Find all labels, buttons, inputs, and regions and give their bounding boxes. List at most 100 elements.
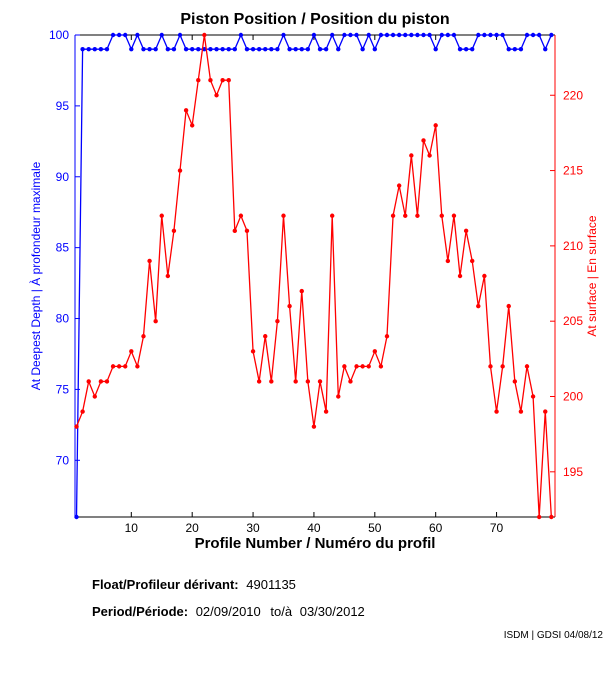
surface-data-point xyxy=(396,183,402,188)
deepest-depth-data-point xyxy=(74,514,79,520)
surface-data-point xyxy=(518,409,524,414)
deepest-depth-data-point xyxy=(104,46,110,52)
surface-data-point xyxy=(208,77,213,83)
surface-data-point xyxy=(488,364,493,369)
float-info: Float/Profileur dérivant: 4901135 xyxy=(92,577,296,592)
deepest-depth-data-point xyxy=(250,46,256,52)
surface-data-point xyxy=(183,108,189,113)
surface-data-point xyxy=(536,514,542,520)
deepest-depth-data-point xyxy=(196,46,201,52)
surface-data-point xyxy=(153,318,158,324)
surface-data-point xyxy=(135,364,140,369)
surface-data-point xyxy=(98,379,104,384)
deepest-depth-data-point xyxy=(141,46,146,52)
surface-data-point xyxy=(403,213,408,218)
y-left-tick-label: 100 xyxy=(49,28,69,42)
deepest-depth-data-point xyxy=(403,32,408,38)
surface-data-point xyxy=(92,394,97,399)
deepest-depth-data-point xyxy=(336,46,341,52)
surface-data-point xyxy=(317,379,323,384)
surface-data-point xyxy=(366,364,371,369)
deepest-depth-data-point xyxy=(421,32,426,38)
surface-data-point xyxy=(494,409,499,414)
surface-data-point xyxy=(256,379,262,384)
deepest-depth-data-point xyxy=(177,32,183,38)
deepest-depth-data-point xyxy=(256,46,262,52)
surface-data-point xyxy=(74,424,79,429)
surface-data-point xyxy=(530,394,536,399)
deepest-depth-data-point xyxy=(92,46,97,52)
surface-data-point xyxy=(232,228,237,234)
deepest-depth-data-point xyxy=(232,46,237,52)
surface-data-point xyxy=(275,318,280,324)
surface-data-point xyxy=(415,213,420,218)
surface-data-point xyxy=(171,228,177,234)
y-left-tick-label: 80 xyxy=(56,312,70,326)
surface-data-point xyxy=(311,424,317,429)
surface-data-point xyxy=(463,228,469,234)
x-tick-label: 20 xyxy=(186,521,200,535)
surface-data-point xyxy=(372,349,378,354)
deepest-depth-data-point xyxy=(202,46,207,52)
deepest-depth-data-point xyxy=(390,32,396,38)
deepest-depth-data-point xyxy=(457,46,463,52)
x-tick-label: 30 xyxy=(246,521,260,535)
period-sep: to/à xyxy=(270,604,293,619)
deepest-depth-data-point xyxy=(512,46,518,52)
surface-data-point xyxy=(86,379,91,384)
surface-data-point xyxy=(439,213,444,218)
surface-data-point xyxy=(457,273,463,279)
surface-data-point xyxy=(524,364,530,369)
deepest-depth-data-point xyxy=(183,46,189,52)
x-axis-label: Profile Number / Numéro du profil xyxy=(195,535,436,552)
surface-data-point xyxy=(226,77,231,83)
period-start: 02/09/2010 xyxy=(195,604,261,619)
deepest-depth-data-point xyxy=(530,32,536,38)
deepest-depth-data-point xyxy=(494,32,499,38)
surface-data-point xyxy=(409,153,414,158)
deepest-depth-data-point xyxy=(439,32,444,38)
deepest-depth-data-point xyxy=(244,46,250,52)
deepest-depth-data-point xyxy=(317,46,323,52)
period-label: Period/Période: xyxy=(92,604,189,619)
surface-data-point xyxy=(214,93,219,98)
deepest-depth-data-point xyxy=(159,32,164,38)
y-left-tick-label: 95 xyxy=(56,99,70,113)
surface-data-point xyxy=(116,364,122,369)
surface-data-point xyxy=(147,258,152,264)
y-left-tick-label: 70 xyxy=(56,453,70,467)
deepest-depth-data-point xyxy=(171,46,177,52)
deepest-depth-data-point xyxy=(470,46,475,52)
deepest-depth-data-point xyxy=(220,46,225,52)
deepest-depth-data-point xyxy=(378,32,384,38)
deepest-depth-data-point xyxy=(299,46,304,52)
deepest-depth-data-point xyxy=(543,46,548,52)
deepest-depth-data-point xyxy=(409,32,414,38)
y-right-tick-label: 220 xyxy=(563,88,583,102)
credit: ISDM | GDSI 04/08/12 xyxy=(503,630,603,641)
deepest-depth-data-point xyxy=(263,46,268,52)
surface-data-point xyxy=(378,364,384,369)
deepest-depth-data-point xyxy=(116,32,122,38)
surface-data-point xyxy=(104,379,110,384)
surface-data-point xyxy=(159,213,164,218)
surface-data-point xyxy=(470,258,475,264)
deepest-depth-data-point xyxy=(506,46,511,52)
deepest-depth-data-point xyxy=(366,32,371,38)
deepest-depth-data-point xyxy=(463,46,469,52)
deepest-depth-data-point xyxy=(323,46,329,52)
surface-data-point xyxy=(451,213,457,218)
surface-data-point xyxy=(427,153,432,158)
y-left-tick-label: 75 xyxy=(56,382,70,396)
deepest-depth-data-point xyxy=(269,46,274,52)
deepest-depth-data-point xyxy=(500,32,505,38)
surface-data-point xyxy=(305,379,311,384)
surface-data-point xyxy=(384,334,390,339)
deepest-depth-data-point xyxy=(189,46,195,52)
surface-data-point xyxy=(196,77,201,83)
float-label: Float/Profileur dérivant: xyxy=(92,577,239,592)
surface-data-point xyxy=(476,303,481,309)
deepest-depth-data-point xyxy=(518,46,524,52)
surface-data-point xyxy=(512,379,518,384)
